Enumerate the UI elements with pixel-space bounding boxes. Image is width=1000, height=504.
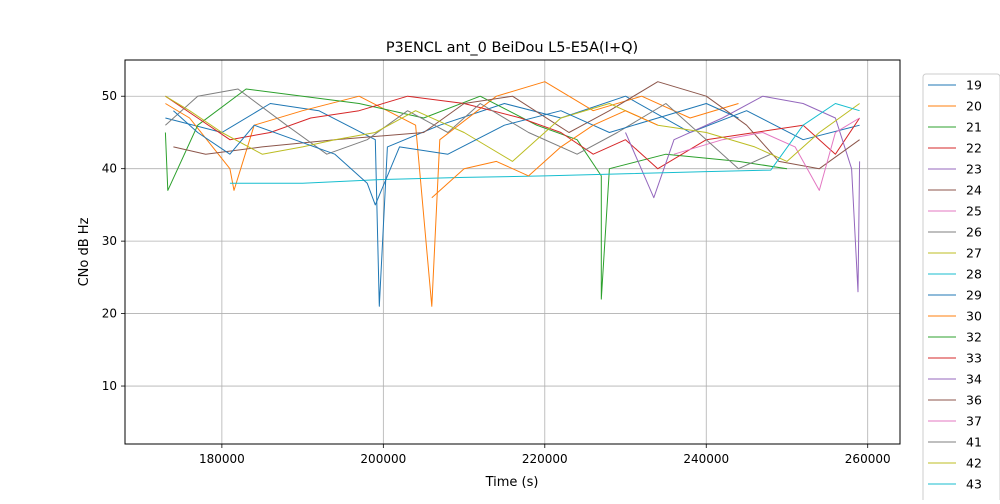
legend-label-42: 42 (966, 456, 982, 471)
y-tick-label: 10 (102, 379, 117, 393)
x-tick-label: 220000 (522, 452, 568, 466)
y-tick-label: 20 (102, 307, 117, 321)
series-line-30 (431, 110, 659, 199)
series-line-24 (173, 81, 860, 170)
legend-label-33: 33 (966, 351, 982, 366)
x-tick-label: 260000 (845, 452, 891, 466)
series-line-27 (165, 95, 860, 162)
plot-area-series (164, 81, 861, 307)
legend-label-41: 41 (966, 435, 982, 450)
x-axis-label: Time (s) (485, 475, 539, 490)
legend-label-36: 36 (966, 393, 982, 408)
axis-ticks: 180000 200000 220000 240000 260000 10 20 30 40 50 (102, 89, 891, 466)
series-line-20 (165, 81, 739, 307)
legend-label-25: 25 (966, 204, 982, 219)
legend-label-22: 22 (966, 141, 982, 156)
legend-label-21: 21 (966, 120, 982, 135)
series-line-29 (173, 103, 739, 206)
series-line-22 (165, 95, 861, 170)
series-line-25 (673, 117, 860, 191)
legend-label-19: 19 (966, 78, 982, 93)
legend-label-32: 32 (966, 330, 982, 345)
x-tick-label: 200000 (360, 452, 406, 466)
plot-area-frame (124, 59, 901, 445)
y-tick-label: 40 (102, 162, 117, 176)
legend-label-23: 23 (966, 162, 982, 177)
legend-label-30: 30 (966, 309, 982, 324)
series-line-26 (165, 88, 772, 170)
chart-title: P3ENCL ant_0 BeiDou L5-E5A(I+Q) (386, 40, 638, 56)
legend-label-37: 37 (966, 414, 982, 429)
legend-label-28: 28 (966, 267, 982, 282)
x-tick-label: 180000 (199, 452, 245, 466)
legend-frame (922, 73, 1000, 504)
x-tick-label: 240000 (683, 452, 729, 466)
legend-label-43: 43 (966, 477, 982, 492)
legend-items: 19 20 21 22 23 24 25 26 27 28 29 30 32 33 34 36 37 41 42 43… (928, 78, 982, 504)
legend-label-29: 29 (966, 288, 982, 303)
series-line-19 (165, 95, 860, 307)
legend-label-34: 34 (966, 372, 982, 387)
legend-label-20: 20 (966, 99, 982, 114)
series-line-23 (625, 95, 861, 293)
legend-label-26: 26 (966, 225, 982, 240)
legend: 19 20 21 22 23 24 25 26 27 28 29 30 32 33 34 36 37 41 42 43… (922, 73, 1000, 504)
y-axis-label: CNo dB Hz (77, 217, 92, 286)
legend-label-27: 27 (966, 246, 982, 261)
y-tick-label: 30 (102, 234, 117, 248)
series-line-28 (229, 103, 860, 184)
legend-label-24: 24 (966, 183, 982, 198)
y-tick-label: 50 (102, 89, 117, 103)
